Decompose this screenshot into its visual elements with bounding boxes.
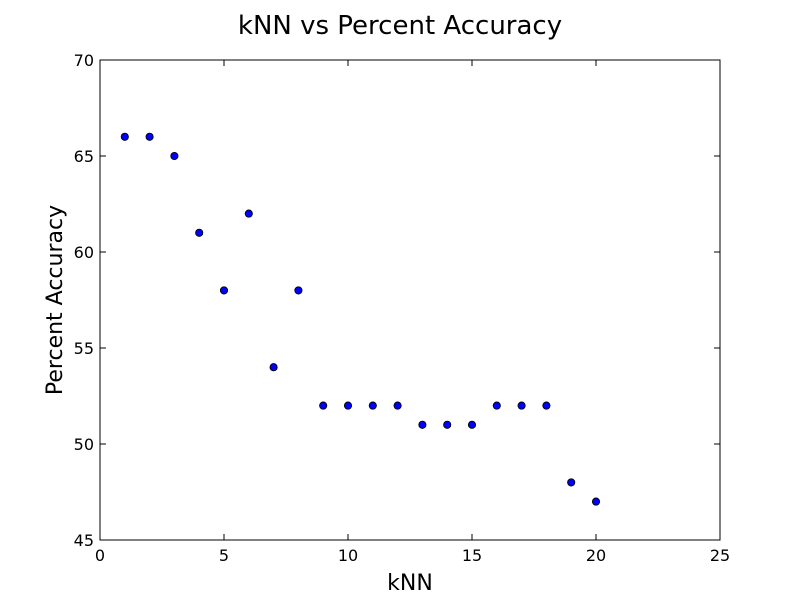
data-point (393, 401, 402, 410)
data-point (219, 286, 229, 295)
y-tick-label: 45 (74, 531, 94, 550)
data-point (244, 209, 253, 218)
data-point (319, 401, 328, 410)
data-point (591, 497, 601, 506)
data-point (467, 420, 477, 429)
data-point (145, 132, 154, 141)
x-tick-label: 0 (95, 546, 105, 565)
y-axis: 45 50 55 60 65 70 (74, 51, 720, 550)
x-tick-label: 5 (219, 546, 229, 565)
data-point (542, 401, 551, 410)
data-point (443, 420, 452, 429)
y-tick-label: 65 (74, 147, 94, 166)
y-tick-label: 50 (74, 435, 94, 454)
data-point (269, 363, 278, 372)
x-tick-label: 25 (710, 546, 730, 565)
data-point (294, 286, 303, 295)
x-tick-label: 10 (338, 546, 358, 565)
x-tick-label: 15 (462, 546, 482, 565)
plot-area-frame (99, 59, 721, 541)
data-point (368, 401, 377, 410)
data-points (120, 132, 601, 506)
data-point (492, 401, 501, 410)
data-point (418, 420, 427, 429)
y-tick-label: 60 (74, 243, 94, 262)
data-point (517, 401, 526, 410)
data-point (120, 132, 129, 141)
y-tick-label: 55 (74, 339, 94, 358)
x-tick-label: 20 (586, 546, 606, 565)
data-point (567, 478, 576, 487)
data-point (170, 151, 179, 161)
data-point (195, 228, 204, 237)
data-point (343, 401, 353, 410)
y-tick-label: 70 (74, 51, 94, 70)
x-axis: 0 5 10 15 20 25 (95, 60, 730, 565)
chart-title: kNN vs Percent Accuracy (238, 11, 562, 41)
x-axis-label: kNN (387, 571, 433, 596)
y-axis-label: Percent Accuracy (43, 205, 68, 395)
